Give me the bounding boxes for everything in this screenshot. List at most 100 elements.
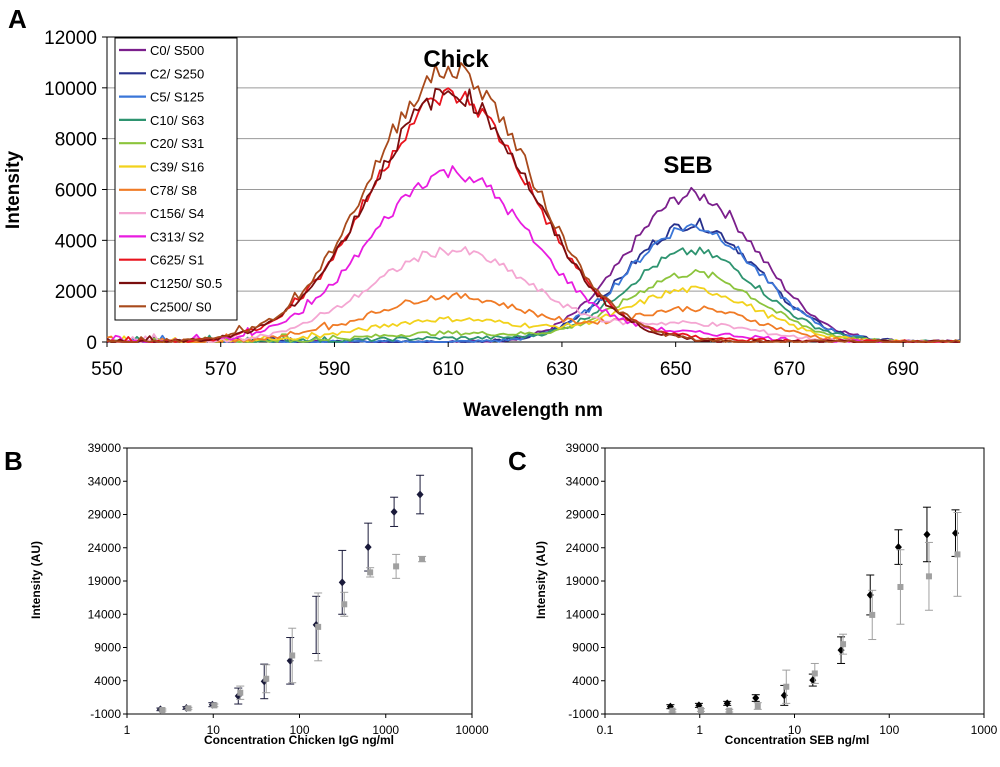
panel-c-point-square <box>925 573 932 580</box>
annotation-seb: SEB <box>663 152 712 179</box>
panel-b-xlabel: Concentration Chicken IgG ng/ml <box>204 733 394 747</box>
panel-c-x-tick-label: 100 <box>879 723 899 737</box>
panel-c-point-square <box>811 670 818 677</box>
panel-b: B -1000 4000 9000 14000 19000 24000 29000 34000… <box>4 441 489 747</box>
panel-c-x-tick-label: 0.1 <box>597 723 614 737</box>
panel-b-point-square <box>315 623 322 630</box>
panel-c-x-tick-label: 1 <box>696 723 703 737</box>
panel-b-point-diamond <box>364 543 372 552</box>
legend-entry: C313/ S2 <box>150 229 204 244</box>
legend-entry: C20/ S31 <box>150 136 204 151</box>
legend-entry: C1250/ S0.5 <box>150 276 222 291</box>
panel-c-y-tick-label: 34000 <box>566 474 600 488</box>
legend-entry: C625/ S1 <box>150 253 204 268</box>
spectrum-line-4 <box>106 268 961 343</box>
panel-c-y-tick-label: 24000 <box>566 541 600 555</box>
panel-b-points <box>156 474 427 714</box>
panel-b-y-tick-label: 4000 <box>94 674 121 688</box>
panel-c-point-square <box>754 703 761 710</box>
panel-b-point-diamond <box>416 490 424 499</box>
panel-a-x-ticks: 550 570 590 610 630 650 670 690 <box>91 342 919 380</box>
panel-b-x-tick-label: 1 <box>124 723 131 737</box>
legend-entry: C2/ S250 <box>150 66 204 81</box>
panel-a-xlabel: Wavelength nm <box>463 400 603 421</box>
panel-c-point-square <box>726 707 733 714</box>
panel-c-plot-frame <box>604 447 985 715</box>
panel-b-point-diamond <box>338 578 346 587</box>
y-tick-label: 12000 <box>44 28 97 49</box>
panel-b-ticks: -1000 4000 9000 14000 19000 24000 29000 34000 39… <box>88 441 489 737</box>
panel-c-y-tick-label: 19000 <box>566 574 600 588</box>
panel-a-grid <box>107 87 960 292</box>
x-tick-label: 550 <box>91 359 123 380</box>
panel-c-point-square <box>783 683 790 690</box>
panel-c-point-diamond <box>723 699 731 708</box>
x-tick-label: 610 <box>432 359 464 380</box>
panel-a-y-ticks: 0 2000 4000 6000 8000 10000 12000 <box>44 28 107 354</box>
panel-b-x-tick-label: 100 <box>289 723 309 737</box>
y-tick-label: 10000 <box>44 79 97 100</box>
panel-c-y-tick-label: -1000 <box>568 707 599 721</box>
panel-c: C -1000 4000 9000 14000 19000 24000 29000 34000… <box>508 441 998 747</box>
panel-a-legend: C0/ S500 C2/ S250 C5/ S125 C10/ S63 C20/ S31… <box>114 37 238 321</box>
y-tick-label: 8000 <box>55 130 97 151</box>
spectrum-line-10 <box>106 87 960 343</box>
legend-entry: C5/ S125 <box>150 90 204 105</box>
panel-c-xlabel: Concentration SEB ng/ml <box>725 733 870 747</box>
panel-c-y-tick-label: 9000 <box>572 641 599 655</box>
panel-c-point-square <box>840 641 847 648</box>
panel-c-x-tick-label: 10 <box>788 723 802 737</box>
y-tick-label: 2000 <box>55 282 97 303</box>
panel-b-point-square <box>341 601 348 608</box>
panel-b-x-tick-label: 1000 <box>372 723 399 737</box>
x-tick-label: 670 <box>774 359 806 380</box>
panel-b-y-tick-label: 19000 <box>88 574 122 588</box>
panel-c-ylabel: Intensity (AU) <box>534 541 548 619</box>
annotation-chick: Chick <box>423 46 489 73</box>
y-tick-label: 4000 <box>55 231 97 252</box>
panel-a-spectra <box>106 62 961 343</box>
panel-a-label: A <box>8 4 27 34</box>
panel-b-y-tick-label: 24000 <box>88 541 122 555</box>
spectrum-line-11 <box>106 62 961 343</box>
panel-a: A 0 2000 4000 6000 8000 10000 12000 550 570 590 6… <box>3 4 961 421</box>
panel-b-x-tick-label: 10 <box>207 723 221 737</box>
x-tick-label: 650 <box>660 359 692 380</box>
panel-b-point-square <box>237 689 244 696</box>
panel-b-y-tick-label: -1000 <box>90 707 121 721</box>
y-tick-label: 6000 <box>55 181 97 202</box>
panel-b-point-diamond <box>390 507 398 516</box>
legend-entry: C78/ S8 <box>150 183 197 198</box>
panel-c-point-diamond <box>894 543 902 552</box>
panel-b-ylabel: Intensity (AU) <box>29 541 43 619</box>
panel-b-point-square <box>367 569 374 576</box>
panel-b-y-tick-label: 29000 <box>88 508 122 522</box>
panel-b-x-tick-label: 10000 <box>455 723 489 737</box>
panel-c-point-square <box>669 707 676 714</box>
panel-c-point-diamond <box>923 530 931 539</box>
panel-c-x-tick-label: 1000 <box>971 723 998 737</box>
panel-c-points <box>666 506 962 714</box>
spectrum-line-6 <box>106 292 961 343</box>
legend-entry: C2500/ S0 <box>150 299 211 314</box>
panel-a-ylabel: Intensity <box>3 151 24 230</box>
panel-b-point-square <box>211 702 218 709</box>
panel-c-point-square <box>697 707 704 714</box>
panel-c-point-square <box>954 551 961 558</box>
panel-b-y-tick-label: 14000 <box>88 607 122 621</box>
y-tick-label: 0 <box>86 333 97 354</box>
panel-b-label: B <box>4 446 23 476</box>
legend-entry: C10/ S63 <box>150 113 204 128</box>
legend-entry: C156/ S4 <box>150 206 204 221</box>
panel-b-y-tick-label: 9000 <box>94 641 121 655</box>
panel-b-y-tick-label: 39000 <box>88 441 122 455</box>
panel-b-point-square <box>393 563 400 570</box>
panel-b-point-square <box>419 556 426 563</box>
panel-c-point-diamond <box>752 694 760 703</box>
panel-c-label: C <box>508 446 527 476</box>
legend-box <box>114 37 238 321</box>
panel-b-point-square <box>289 652 296 659</box>
panel-c-y-tick-label: 14000 <box>566 607 600 621</box>
panel-c-y-tick-label: 4000 <box>572 674 599 688</box>
